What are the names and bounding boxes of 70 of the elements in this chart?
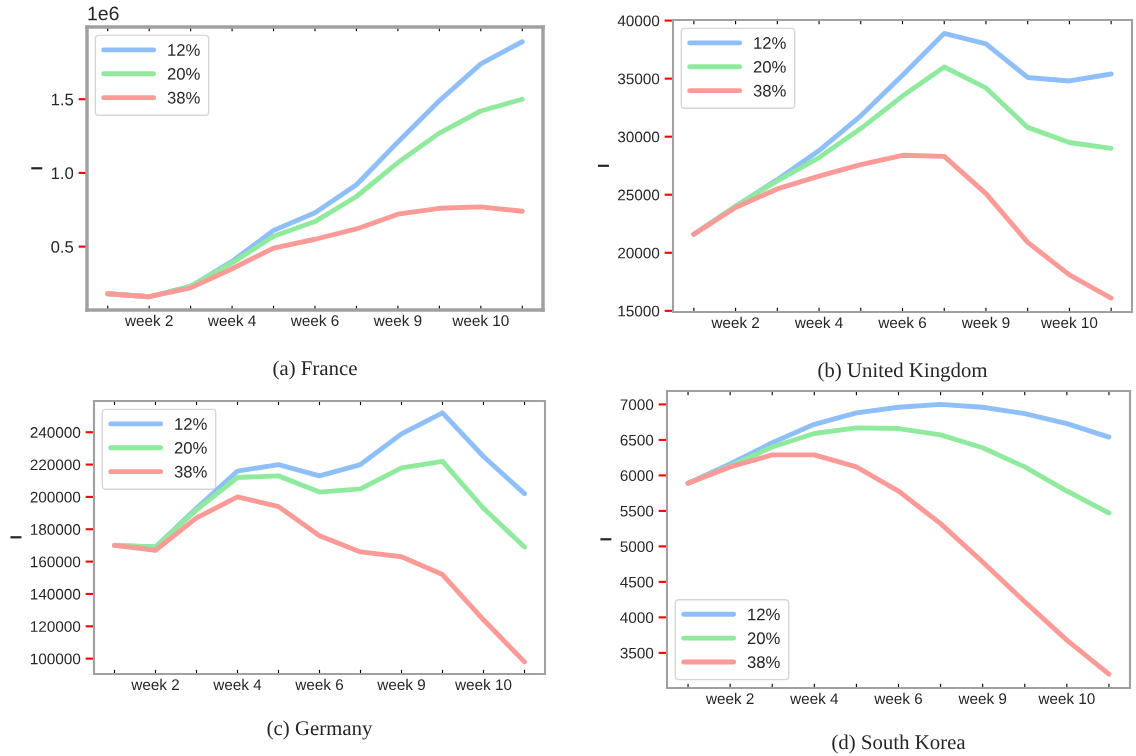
y-tick-label: 0.5 — [51, 241, 74, 253]
y-tick-label: 30000 — [617, 131, 660, 143]
legend-label: 38% — [167, 91, 200, 104]
line-series — [691, 152, 1114, 301]
text: (c) Germany — [267, 720, 373, 740]
x-tick-label: week 4 — [213, 678, 262, 691]
y-tick-label: 200000 — [30, 491, 81, 503]
legend-label: 12% — [748, 608, 780, 621]
legend-label: 12% — [175, 418, 207, 430]
y-tick-label: 40000 — [617, 15, 660, 27]
x-tick-label: week 10 — [1038, 692, 1095, 705]
y-tick-label: 1.5 — [51, 93, 74, 106]
x-tick-label: week 10 — [452, 314, 509, 327]
y-tick-label: 100000 — [31, 653, 81, 665]
y-tick-label: 120000 — [31, 621, 81, 632]
y-axis-title: – — [597, 164, 609, 167]
y-tick-label: 1.0 — [51, 167, 74, 180]
legend-label: 12% — [168, 44, 200, 56]
legend-label: 20% — [174, 441, 207, 454]
y-axis-title: – — [10, 536, 22, 539]
x-tick-label: week 6 — [874, 692, 923, 705]
y-axis-title: – — [31, 167, 43, 170]
x-tick-label: week 10 — [1040, 316, 1098, 329]
legend-label: 38% — [753, 84, 786, 97]
x-tick-label: week 4 — [794, 316, 843, 329]
x-tick-label: week 2 — [705, 692, 754, 705]
y-tick-label: 3500 — [620, 647, 654, 659]
legend-label: 38% — [747, 656, 780, 669]
y-tick-label: 5500 — [620, 505, 654, 517]
x-tick-label: week 4 — [790, 692, 839, 705]
y-tick-label: 140000 — [31, 588, 81, 600]
y-tick-label: 4000 — [620, 612, 654, 624]
x-tick-label: week 6 — [295, 678, 344, 691]
x-tick-label: week 2 — [711, 316, 760, 329]
y-tick-label: 25000 — [618, 189, 660, 201]
y-tick-label: 220000 — [30, 459, 81, 471]
y-axis-title: – — [600, 538, 612, 541]
x-tick-label: week 9 — [377, 678, 425, 691]
line-series — [112, 494, 527, 665]
x-tick-label: week 10 — [455, 678, 512, 691]
line-series — [685, 452, 1112, 677]
x-tick-label: week 6 — [290, 314, 339, 327]
line-series — [105, 204, 525, 300]
x-tick-label: week 4 — [207, 314, 256, 327]
legend-label: 20% — [747, 632, 780, 645]
y-tick-label: 5000 — [620, 541, 654, 553]
y-tick-label: 35000 — [617, 73, 660, 85]
text: 1e6 — [88, 6, 119, 21]
text: (b) United Kingdom — [818, 362, 988, 382]
text: (a) France — [273, 360, 357, 380]
y-tick-label: 180000 — [31, 524, 81, 535]
y-tick-label: 160000 — [31, 556, 81, 568]
y-tick-label: 7000 — [620, 399, 654, 411]
x-tick-label: week 2 — [131, 678, 179, 691]
legend-label: 20% — [753, 60, 786, 73]
legend-label: 38% — [174, 465, 207, 478]
legend-label: 12% — [754, 37, 786, 49]
x-tick-label: week 2 — [124, 314, 173, 327]
y-tick-label: 6000 — [620, 470, 654, 482]
legend-label: 20% — [167, 67, 200, 80]
y-tick-label: 240000 — [30, 427, 81, 438]
x-tick-label: week 9 — [961, 316, 1010, 329]
y-tick-label: 6500 — [620, 434, 654, 446]
y-tick-label: 4500 — [620, 576, 654, 588]
y-tick-label: 20000 — [618, 247, 660, 259]
x-tick-label: week 9 — [958, 692, 1007, 705]
text: (d) South Korea — [832, 734, 966, 754]
x-tick-label: week 6 — [878, 316, 927, 329]
x-tick-label: week 9 — [373, 314, 422, 327]
y-tick-label: 15000 — [618, 305, 660, 317]
